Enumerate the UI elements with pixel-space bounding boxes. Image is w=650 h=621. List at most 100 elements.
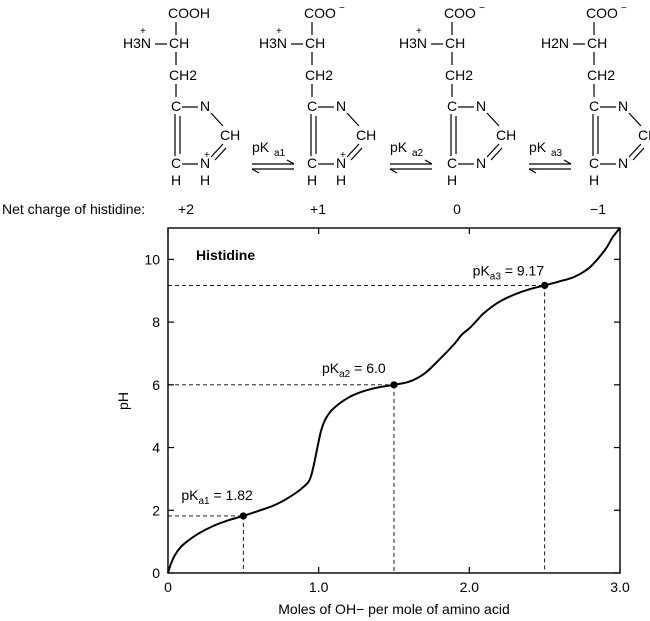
ring-nitrogen: N: [336, 98, 346, 114]
ring-charge: +: [340, 150, 346, 161]
equilibrium-arrows: pK a1 pK a2 pK a3: [251, 139, 572, 174]
carboxyl-group: COO: [444, 5, 476, 21]
ring-carbon: C: [307, 155, 317, 171]
pka-annotation-p: pK: [322, 360, 340, 376]
carboxyl-group: COOH: [168, 5, 210, 21]
equilibrium-pka-subscript: a2: [412, 148, 424, 159]
histidine-structure: COO−H2NCHCH2CNCHCHN: [541, 3, 650, 188]
ring-hydrogen: H: [171, 172, 181, 188]
ring-carbon: C: [447, 98, 457, 114]
carboxyl-charge: −: [621, 3, 627, 14]
y-tick-label: 8: [152, 314, 160, 330]
ring-carbon: C: [171, 98, 181, 114]
pka-annotation-value: = 6.0: [350, 360, 386, 376]
ring-nitrogen: N: [200, 98, 210, 114]
y-tick-label: 0: [152, 565, 160, 581]
equilibrium-pka-label: pK: [390, 139, 408, 155]
axis-ticks: 0 1.0 2.0 3.0 0 2 4 6 8 10: [144, 228, 630, 595]
y-tick-label: 10: [144, 251, 160, 267]
pka-annotation-p: pK: [181, 487, 199, 503]
equilibrium-arrow: pK a3: [528, 139, 572, 174]
ring-ch: CH: [638, 127, 650, 143]
amino-charge: +: [416, 26, 422, 37]
ring-hydrogen: H: [447, 172, 457, 188]
y-tick-label: 4: [152, 440, 160, 456]
ring-hydrogen: H: [589, 172, 599, 188]
x-tick-label: 3.0: [610, 579, 630, 595]
amino-charge: +: [276, 26, 282, 37]
pka-point: [239, 512, 247, 520]
alpha-ch: CH: [305, 35, 325, 51]
ring-carbon: C: [589, 155, 599, 171]
net-charge-label: Net charge of histidine:: [2, 201, 145, 217]
net-charge-value: +2: [178, 201, 194, 217]
ring-hydrogen: H: [307, 172, 317, 188]
ring-carbon: C: [589, 98, 599, 114]
x-tick-label: 1.0: [309, 579, 329, 595]
pka-annotation-value: = 9.17: [501, 262, 544, 278]
pka-annotation-value: = 1.82: [210, 487, 253, 503]
amino-group: H2N: [541, 35, 569, 51]
titration-curve: [167, 227, 621, 574]
carboxyl-group: COO: [586, 5, 618, 21]
y-tick-label: 2: [152, 502, 160, 518]
plot-frame: [167, 227, 621, 574]
ring-carbon: C: [171, 155, 181, 171]
amino-charge: +: [140, 26, 146, 37]
equilibrium-pka-label: pK: [252, 139, 270, 155]
ring-ch: CH: [356, 127, 376, 143]
pka-annotation-sub: a3: [490, 271, 502, 282]
amino-group: H3N: [399, 35, 427, 51]
carboxyl-charge: −: [479, 3, 485, 14]
methylene-group: CH2: [445, 67, 473, 83]
pka-guide-lines: [168, 284, 546, 573]
x-tick-label: 0: [164, 579, 172, 595]
pka-point: [390, 381, 398, 389]
ring-carbon: C: [307, 98, 317, 114]
equilibrium-arrow: pK a2: [389, 139, 433, 174]
net-charge-value: +1: [310, 201, 326, 217]
ring-nitrogen: N: [618, 155, 628, 171]
ring-ch: CH: [496, 127, 516, 143]
equilibrium-pka-subscript: a1: [274, 148, 286, 159]
amino-group: H3N: [123, 35, 151, 51]
amino-group: H3N: [259, 35, 287, 51]
ring-nitrogen: N: [336, 155, 346, 171]
methylene-group: CH2: [587, 67, 615, 83]
y-tick-label: 6: [152, 377, 160, 393]
x-axis-title: Moles of OH− per mole of amino acid: [278, 601, 510, 617]
equilibrium-pka-label: pK: [529, 139, 547, 155]
net-charge-row: Net charge of histidine: +2 +1 0 −1: [2, 201, 606, 217]
net-charge-value: 0: [453, 201, 461, 217]
pka-annotation: pKa2 = 6.0: [322, 360, 386, 380]
chart-title: Histidine: [196, 247, 255, 263]
ring-nitrogen: N: [618, 98, 628, 114]
equilibrium-pka-subscript: a3: [551, 148, 563, 159]
alpha-ch: CH: [169, 35, 189, 51]
pka-point: [541, 281, 549, 289]
ring-nh-hydrogen: H: [200, 172, 210, 188]
pka-annotation-sub: a1: [198, 496, 210, 507]
equilibrium-arrow: pK a1: [251, 139, 295, 174]
ring-nitrogen: N: [476, 155, 486, 171]
ring-nitrogen: N: [476, 98, 486, 114]
carboxyl-charge: −: [339, 3, 345, 14]
pka-annotation: pKa3 = 9.17: [473, 262, 545, 282]
pka-annotation: pKa1 = 1.82: [181, 487, 253, 507]
carboxyl-group: COO: [304, 5, 336, 21]
methylene-group: CH2: [305, 67, 333, 83]
alpha-ch: CH: [587, 35, 607, 51]
pka-annotation-sub: a2: [339, 369, 351, 380]
ring-ch: CH: [220, 127, 240, 143]
alpha-ch: CH: [445, 35, 465, 51]
net-charge-value: −1: [590, 201, 606, 217]
ring-carbon: C: [447, 155, 457, 171]
ring-nh-hydrogen: H: [336, 172, 346, 188]
